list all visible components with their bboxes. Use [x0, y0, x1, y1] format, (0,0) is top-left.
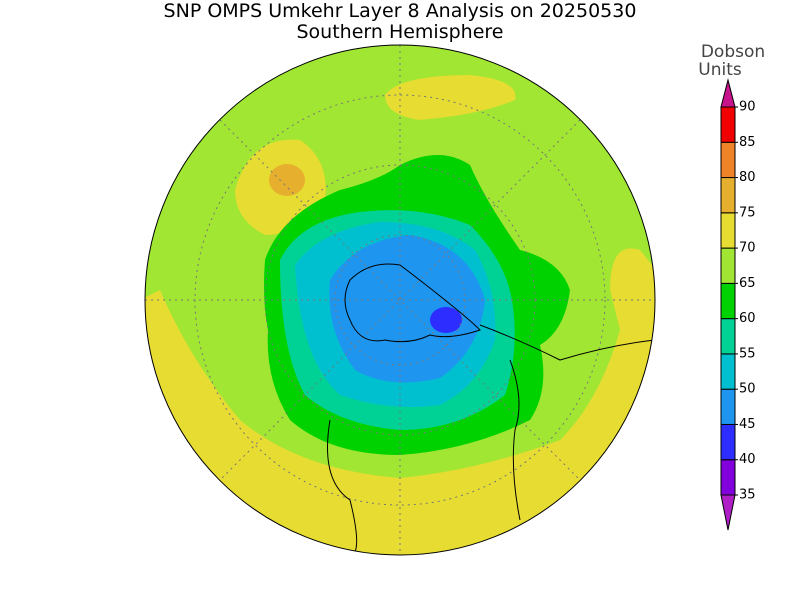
colorbar-segment: [720, 388, 736, 425]
colorbar-tick-label: 90: [739, 100, 756, 115]
colorbar-segment: [720, 318, 736, 355]
colorbar-label: Dobson: [701, 42, 765, 62]
coastline: [327, 263, 655, 553]
colorbar-segment: [720, 247, 736, 284]
colorbar-tick-label: 70: [739, 241, 756, 256]
colorbar-tick-label: 60: [739, 311, 756, 326]
colorbar-segment: [720, 282, 736, 320]
colorbar-tick-label: 75: [739, 205, 756, 220]
colorbar-segment: [720, 177, 736, 214]
subtitle: Southern Hemisphere: [296, 21, 503, 43]
colorbar-segment: [720, 106, 736, 143]
colorbar-tick-label: 65: [739, 276, 756, 291]
colorbar-tick-label: 80: [739, 170, 756, 185]
colorbar-tick-label: 40: [739, 452, 756, 467]
colorbar-segment: [720, 141, 736, 179]
colorbar-segment: [720, 353, 736, 390]
title: SNP OMPS Umkehr Layer 8 Analysis on 2025…: [164, 0, 637, 22]
colorbar-tick-label: 50: [739, 382, 756, 397]
colorbar-extend: [720, 78, 736, 108]
field: [269, 164, 305, 196]
field: [385, 75, 516, 120]
colorbar-tick-label: 45: [739, 417, 756, 432]
map: [145, 45, 655, 555]
colorbar-tick-label: 35: [739, 488, 756, 503]
colorbar-segment: [720, 459, 736, 496]
colorbar-label: Units: [698, 60, 742, 80]
graticule: [145, 45, 655, 555]
field: [430, 307, 462, 333]
colorbar-segment: [720, 212, 736, 249]
colorbar: 35 40 45 50 55 60 65 70 75 80 85 90: [720, 78, 756, 531]
colorbar-extend: [720, 494, 736, 531]
colorbar-segment: [720, 423, 736, 461]
map-border: [144, 44, 656, 556]
colorbar-tick-label: 55: [739, 346, 756, 361]
colorbar-tick-label: 85: [739, 135, 756, 150]
